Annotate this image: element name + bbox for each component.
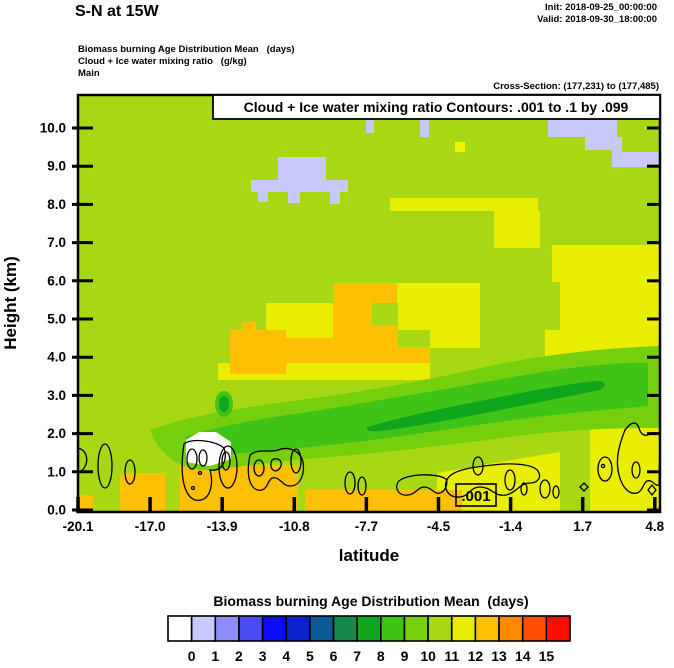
legend-label: 3: [259, 648, 267, 664]
legend-colorbar: 0 1 2 3 4 5 6 7 8 9 10 11 12 13 14 15: [167, 615, 571, 664]
x-tick-label: -20.1: [63, 519, 94, 534]
legend-label: 12: [468, 648, 484, 664]
x-tick-label: -4.5: [427, 519, 451, 534]
y-tick-label: 2.0: [47, 426, 66, 441]
legend-swatch: [450, 615, 477, 642]
legend-swatch: [261, 615, 288, 642]
legend-swatch: [214, 615, 240, 642]
legend-swatch: [380, 615, 406, 642]
fill-region-green-8-9: [185, 362, 648, 455]
filled-contour-patches: [78, 95, 660, 512]
fill-spot-green-left-core: [219, 396, 229, 412]
legend-label: 9: [401, 648, 409, 664]
legend-label: 1: [211, 648, 219, 664]
x-tick-label: 1.7: [573, 519, 592, 534]
x-tick-label: -1.4: [499, 519, 523, 534]
y-tick-label: 1.0: [47, 464, 66, 479]
legend-label: 2: [235, 648, 243, 664]
fill-spot-yellow: [455, 142, 465, 152]
legend-label: 7: [353, 648, 361, 664]
x-tick-label: 4.8: [645, 519, 664, 534]
y-tick-label: 0.0: [47, 503, 66, 518]
fill-region-pale-yellow: [218, 198, 660, 512]
y-tick-label: 4.0: [47, 350, 66, 365]
init-time: Init: 2018-09-25_00:00:00: [545, 2, 657, 13]
fill-region-green-7-8: [366, 380, 605, 432]
cross-section-coords: Cross-Section: (177,231) to (177,485): [493, 81, 659, 92]
legend-swatch: [332, 615, 358, 642]
field-line-domain: Main: [78, 68, 100, 79]
legend-swatch: [190, 615, 217, 642]
x-tick-label: -10.8: [279, 519, 310, 534]
x-axis-title: latitude: [339, 546, 399, 565]
legend-swatch: [498, 615, 524, 642]
y-tick-label: 8.0: [47, 197, 66, 212]
legend-label: 15: [539, 648, 555, 664]
legend-swatch: [356, 615, 382, 642]
x-tick-label: -13.9: [207, 519, 238, 534]
fill-region-gold: [78, 283, 462, 512]
y-tick-label: 7.0: [47, 235, 66, 250]
fill-region-lavender: [251, 120, 660, 204]
y-axis-title: Height (km): [1, 256, 20, 350]
contour-title-box: Cloud + Ice water mixing ratio Contours:…: [212, 94, 661, 120]
field-line-contour: Cloud + Ice water mixing ratio (g/kg): [78, 56, 247, 67]
contour-inline-label: .001: [455, 483, 497, 507]
y-axis-ticks: 0.0 1.0 2.0 3.0 4.0 5.0 6.0 7.0 8.0 9.0 10.0: [40, 121, 660, 518]
y-tick-label: 6.0: [47, 273, 66, 288]
legend-swatch: [545, 615, 571, 642]
x-tick-label: -7.7: [355, 519, 378, 534]
legend-swatch: [521, 615, 548, 642]
valid-time: Valid: 2018-09-30_18:00:00: [537, 14, 657, 25]
legend-swatch: [309, 615, 335, 642]
legend-swatch: [167, 615, 193, 642]
legend-label: 8: [377, 648, 385, 664]
cloud-ice-contours: [77, 422, 661, 501]
legend-label: 13: [491, 648, 507, 664]
legend-swatch: [474, 615, 500, 642]
field-line-fill: Biomass burning Age Distribution Mean (d…: [78, 44, 295, 55]
legend-label: 5: [306, 648, 314, 664]
contour-inline-label-text: .001: [461, 488, 490, 505]
legend-label: 10: [420, 648, 436, 664]
page-title: S-N at 15W: [75, 3, 159, 20]
x-tick-label: -17.0: [135, 519, 166, 534]
legend-swatch: [285, 615, 311, 642]
x-axis-ticks: -20.1 -17.0 -13.9 -10.8 -7.7 -4.5 -1.4 1.7 4.8: [63, 497, 665, 534]
legend-swatch: [238, 615, 264, 642]
legend-label: 11: [444, 648, 459, 664]
legend-label: 14: [515, 648, 531, 664]
legend-swatch: [403, 615, 429, 642]
y-tick-label: 10.0: [40, 121, 66, 136]
legend-label: 4: [282, 648, 290, 664]
y-tick-label: 5.0: [47, 312, 66, 327]
contour-title-text: Cloud + Ice water mixing ratio Contours:…: [244, 99, 629, 115]
legend-title: Biomass burning Age Distribution Mean (d…: [213, 593, 528, 609]
y-tick-label: 3.0: [47, 388, 66, 403]
legend-label: 0: [188, 648, 196, 664]
legend-swatch: [427, 615, 453, 642]
legend-label: 6: [330, 648, 338, 664]
y-tick-label: 9.0: [47, 159, 66, 174]
